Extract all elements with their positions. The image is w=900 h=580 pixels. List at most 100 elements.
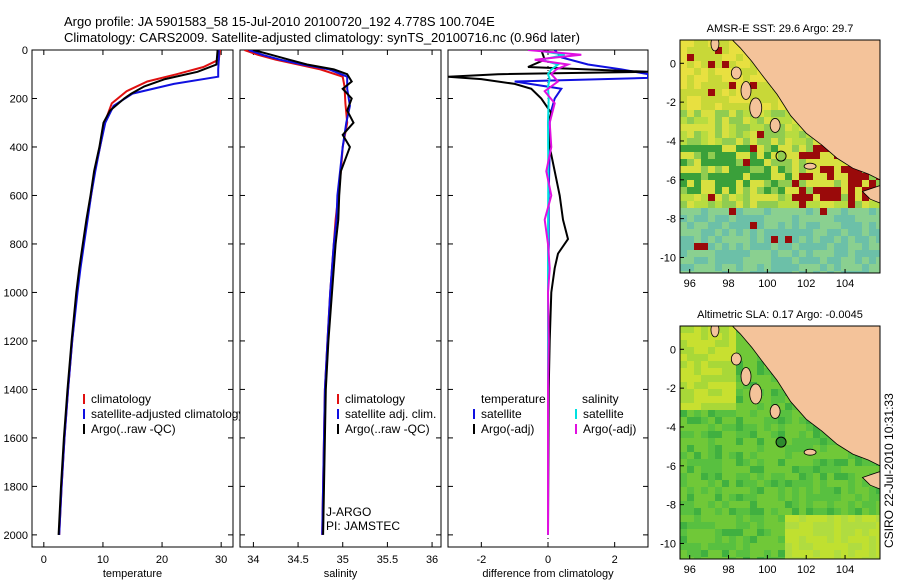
sla-map-grid-cell (799, 417, 807, 425)
sst-map-grid-cell (680, 222, 688, 230)
sla-map-grid-cell (680, 431, 688, 439)
sla-map-grid-cell (848, 557, 856, 559)
sst-map-grid-cell (820, 264, 828, 272)
sst-map-grid-cell (687, 131, 695, 139)
sla-map-grid-cell (757, 438, 765, 446)
sst-map-grid-cell (750, 264, 758, 272)
sst-map-grid-cell (827, 208, 835, 216)
sla-map-grid-cell (708, 508, 716, 516)
sla-map-grid-cell (862, 550, 870, 558)
sst-map-grid-cell (757, 222, 765, 230)
sst-map-grid-cell (778, 264, 786, 272)
sla-map-grid-cell (729, 473, 737, 481)
sst-map-grid-cell (694, 215, 702, 223)
sst-map-grid-cell (848, 201, 856, 209)
sst-map-grid-cell (862, 257, 870, 265)
sla-map-grid-cell (869, 543, 877, 551)
sst-map-grid-cell (806, 187, 814, 195)
sla-map-grid-cell (722, 417, 730, 425)
sst-map-grid-cell (834, 271, 842, 273)
sla-map-grid-cell (736, 417, 744, 425)
sst-map-grid-cell (771, 257, 779, 265)
difference-x-tick-label: -2 (476, 554, 486, 566)
sst-map-grid-cell (876, 222, 880, 230)
sla-map-grid-cell (743, 354, 751, 362)
sst-map-grid-cell (799, 215, 807, 223)
sla-map-grid-cell (736, 515, 744, 523)
sst-map-grid-cell (785, 166, 793, 174)
sst-map-grid-cell (722, 208, 730, 216)
sla-map-grid-cell (785, 403, 793, 411)
sla-map-grid-cell (862, 487, 870, 495)
sst-map-grid-cell (743, 117, 751, 125)
sst-map-grid-cell (799, 187, 807, 195)
sla-map-grid-cell (687, 536, 695, 544)
sla-map-grid-cell (694, 515, 702, 523)
sla-map-grid-cell (841, 550, 849, 558)
sst-map-grid-cell (694, 208, 702, 216)
sst-map-grid-cell (771, 236, 779, 244)
sla-map-grid-cell (792, 438, 800, 446)
sst-map-grid-cell (813, 236, 821, 244)
sst-map-grid-cell (694, 40, 702, 48)
sla-map-grid-cell (701, 333, 709, 341)
sla-map-grid-cell (862, 522, 870, 530)
sst-map-grid-cell (687, 243, 695, 251)
sst-map-grid-cell (680, 138, 688, 146)
sla-map-grid-cell (827, 473, 835, 481)
sst-map-grid-cell (750, 229, 758, 237)
sst-map-grid-cell (687, 222, 695, 230)
sst-map-grid-cell (743, 54, 751, 62)
sst-map-grid-cell (736, 208, 744, 216)
sla-map-x-tick-label: 98 (722, 564, 734, 576)
figure-title-line-2: Climatology: CARS2009. Satellite-adjuste… (64, 30, 580, 45)
sst-map-grid-cell (715, 117, 723, 125)
sla-map-grid-cell (778, 389, 786, 397)
temperature-profile-panel: 0 10 20 30temperature0200400600800100012001… (4, 45, 245, 580)
sst-map-island (740, 81, 752, 100)
sst-map-grid-cell (869, 250, 877, 258)
sst-map-grid-cell (736, 166, 744, 174)
float-note: PI: JAMSTEC (326, 519, 400, 533)
sst-map-grid-cell (848, 222, 856, 230)
sla-map-grid-cell (715, 557, 723, 559)
sla-map-grid-cell (820, 522, 828, 530)
sst-map-grid-cell (757, 243, 765, 251)
sst-map-grid-cell (708, 103, 716, 111)
sst-map-grid-cell (694, 61, 702, 69)
sst-map-grid-cell (820, 208, 828, 216)
sst-map-grid-cell (687, 40, 695, 48)
sst-map-grid-cell (694, 250, 702, 258)
sla-map-grid-cell (729, 431, 737, 439)
sst-map-grid-cell (680, 110, 688, 118)
sst-map-grid-cell (778, 215, 786, 223)
sla-map-grid-cell (806, 431, 814, 439)
sla-map-grid-cell (722, 382, 730, 390)
sla-map-grid-cell (792, 501, 800, 509)
sst-map-grid-cell (701, 243, 709, 251)
sla-map-grid-cell (778, 424, 786, 432)
sla-map-grid-cell (841, 459, 849, 467)
sst-map-frame (679, 39, 881, 274)
sla-map-grid-cell (743, 445, 751, 453)
sla-map-grid-cell (820, 431, 828, 439)
sla-map-grid-cell (806, 557, 814, 559)
sla-map-grid-cell (778, 431, 786, 439)
sst-map-grid-cell (771, 89, 779, 97)
sla-map-grid-cell (820, 438, 828, 446)
sst-map-x-tick-label: 102 (797, 278, 815, 290)
sla-map-grid-cell (806, 508, 814, 516)
sla-map-grid-cell (729, 396, 737, 404)
sst-map-grid-cell (715, 138, 723, 146)
sst-map-grid-cell (729, 215, 737, 223)
sla-map-grid-cell (869, 515, 877, 523)
sla-map-grid-cell (806, 501, 814, 509)
sla-map-grid-cell (862, 494, 870, 502)
sst-map-grid-cell (827, 264, 835, 272)
sst-map-grid-cell (778, 208, 786, 216)
sla-map-grid-cell (855, 473, 863, 481)
sst-map-grid-cell (785, 173, 793, 181)
sla-map-grid-cell (687, 487, 695, 495)
sla-map-grid-cell (708, 438, 716, 446)
sst-map-grid-cell (869, 271, 877, 273)
